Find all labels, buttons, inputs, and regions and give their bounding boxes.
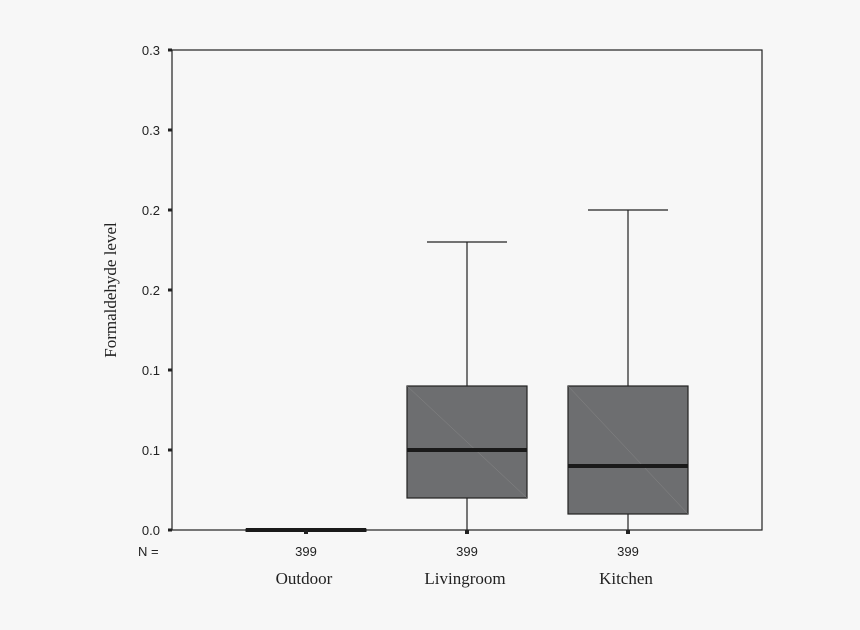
n-label: N = [138,544,159,559]
box-outdoor: 399 Outdoor [245,528,367,588]
y-tick-label: 0.2 [142,283,160,298]
box-kitchen: 399 Kitchen [567,209,689,588]
y-tick-label: 0.2 [142,203,160,218]
x-category-label: Livingroom [424,569,505,588]
n-value: 399 [295,544,317,559]
x-tick-mark [304,530,308,534]
x-category-label: Kitchen [599,569,653,588]
box-hatch [567,385,689,515]
y-tick-label: 0.1 [142,363,160,378]
y-tick-label: 0.3 [142,43,160,58]
y-tick-label: 0.0 [142,523,160,538]
x-tick-mark [626,530,630,534]
n-value: 399 [456,544,478,559]
n-value: 399 [617,544,639,559]
y-tick-label: 0.1 [142,443,160,458]
y-tick-label: 0.3 [142,123,160,138]
box-livingroom: 399 Livingroom [406,241,528,588]
x-category-label: Outdoor [276,569,333,588]
x-tick-mark [465,530,469,534]
box-hatch [406,385,528,499]
y-axis-label: Formaldehyde level [101,222,120,358]
